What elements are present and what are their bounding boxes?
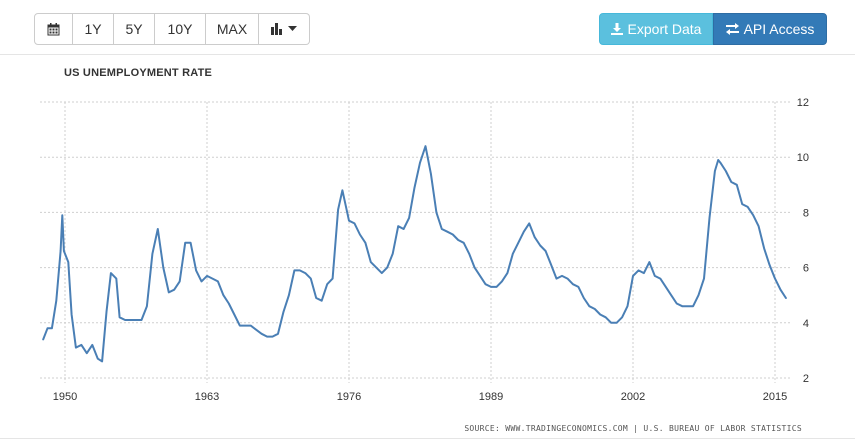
unemployment-series-line — [42, 145, 787, 363]
y-tick-label: 8 — [803, 207, 809, 219]
x-tick-label: 1963 — [195, 391, 219, 403]
x-tick-label: 2002 — [621, 391, 645, 403]
chart-title: US UNEMPLOYMENT RATE — [64, 67, 213, 79]
bar-chart-icon — [271, 23, 282, 35]
caret-down-icon — [288, 26, 297, 31]
y-tick-label: 2 — [803, 373, 809, 385]
x-tick-label: 1989 — [479, 391, 503, 403]
range-button-group: 1Y 5Y 10Y MAX — [34, 13, 310, 45]
api-access-label: API Access — [743, 21, 815, 37]
range-1y-button[interactable]: 1Y — [73, 13, 114, 45]
x-tick-label: 2015 — [763, 391, 787, 403]
range-10y-button[interactable]: 10Y — [155, 13, 206, 45]
chart-toolbar: 1Y 5Y 10Y MAX Export Data — [0, 0, 855, 55]
download-icon — [610, 23, 623, 35]
y-tick-label: 10 — [797, 152, 809, 164]
x-tick-label: 1950 — [53, 391, 77, 403]
range-max-button[interactable]: MAX — [206, 13, 259, 45]
exchange-icon — [725, 23, 739, 35]
export-data-button[interactable]: Export Data — [599, 13, 713, 45]
chart-source-note: SOURCE: WWW.TRADINGECONOMICS.COM | U.S. … — [464, 424, 802, 433]
calendar-icon — [47, 22, 60, 35]
range-5y-button[interactable]: 5Y — [114, 13, 155, 45]
y-tick-label: 6 — [803, 263, 809, 275]
bottom-divider — [0, 438, 855, 439]
x-tick-label: 1976 — [337, 391, 361, 403]
y-tick-label: 4 — [803, 318, 809, 330]
calendar-button[interactable] — [34, 13, 73, 45]
export-data-label: Export Data — [627, 21, 702, 37]
api-access-button[interactable]: API Access — [713, 13, 827, 45]
chart-type-dropdown[interactable] — [259, 13, 310, 45]
y-tick-label: 12 — [797, 97, 809, 109]
